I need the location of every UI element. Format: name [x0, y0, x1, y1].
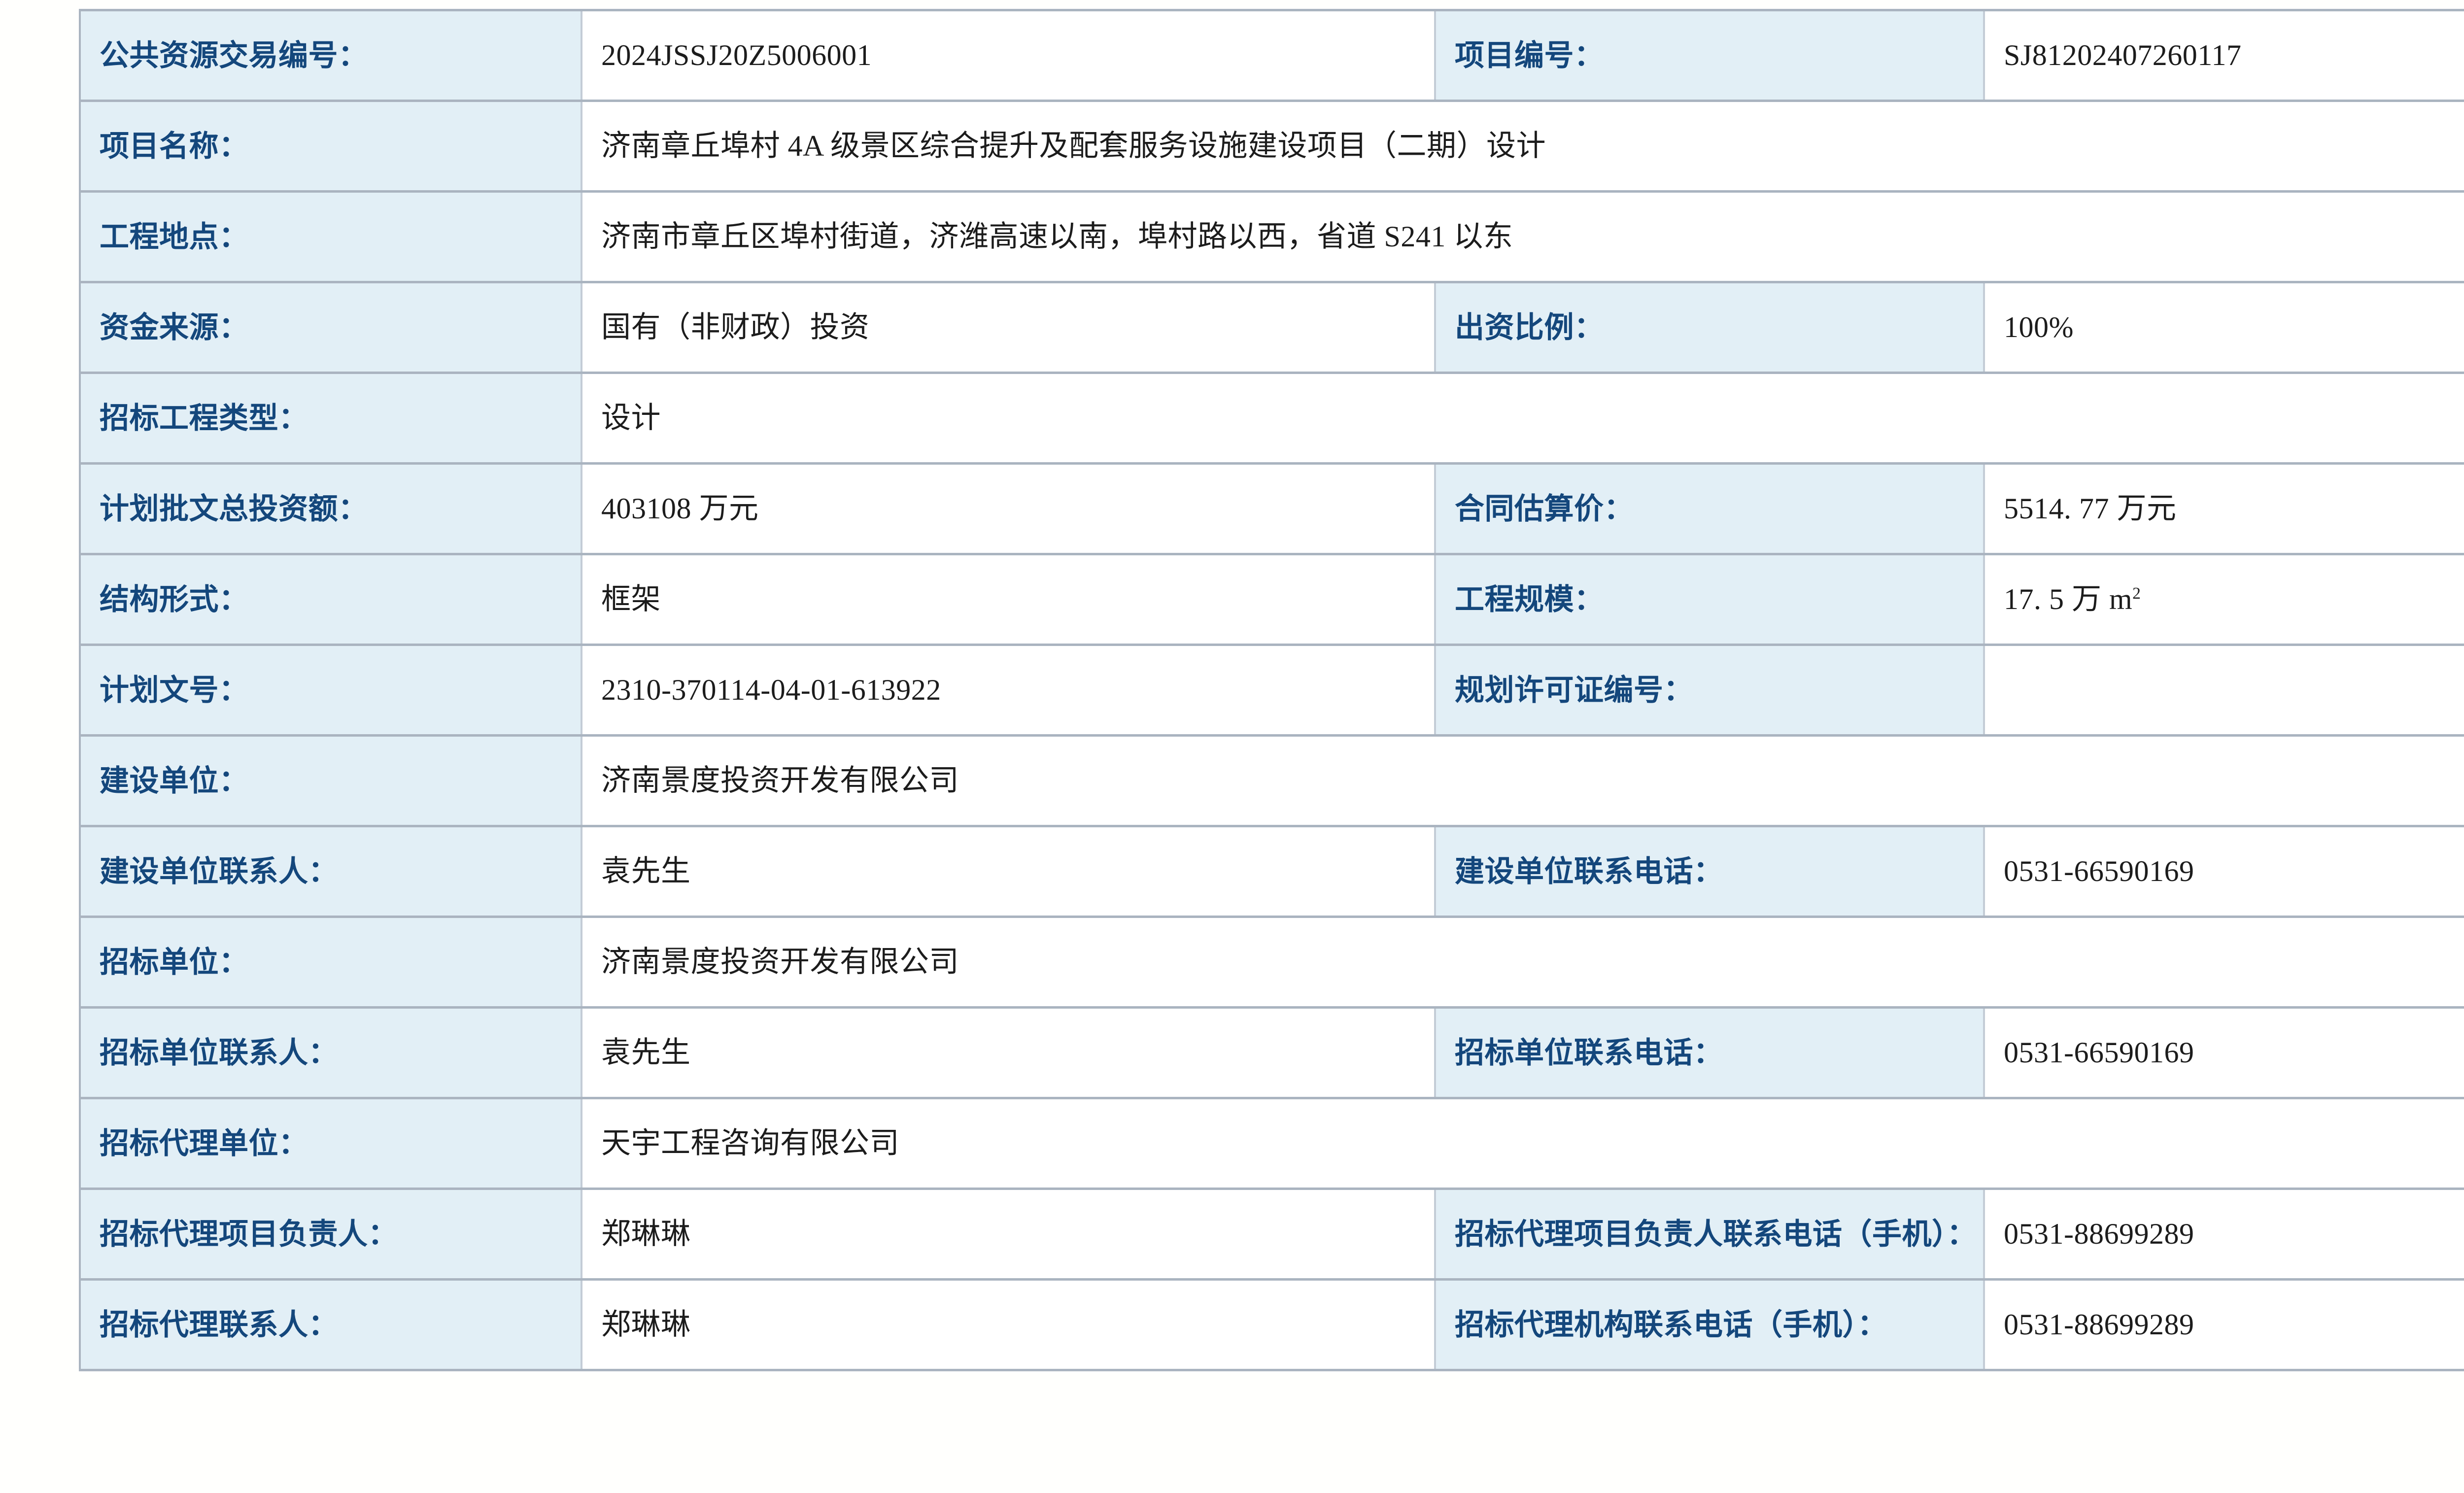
- row-value2-plan-document-number: [1984, 645, 2464, 737]
- table-row: 项目名称： 济南章丘埠村 4A 级景区综合提升及配套服务设施建设项目（二期）设计: [80, 101, 2464, 193]
- row-value-project-location: 济南市章丘区埠村街道，济潍高速以南，埠村路以西，省道 S241 以东: [582, 191, 2464, 283]
- table-row: 招标代理项目负责人： 郑琳琳 招标代理项目负责人联系电话（手机）： 0531-8869…: [80, 1188, 2464, 1281]
- table-row: 招标代理单位： 天宇工程咨询有限公司: [80, 1098, 2464, 1190]
- row-label-tender-unit: 招标单位：: [80, 916, 582, 1009]
- row-value-project-name: 济南章丘埠村 4A 级景区综合提升及配套服务设施建设项目（二期）设计: [582, 101, 2464, 193]
- row-value-trade-number: 2024JSSJ20Z5006001: [582, 10, 1436, 102]
- row-label-plan-document-number: 计划文号：: [80, 645, 582, 737]
- row-label-tender-agency-manager: 招标代理项目负责人：: [80, 1188, 582, 1281]
- row-value-approved-total-investment: 403108 万元: [582, 463, 1436, 555]
- row-label-construction-unit: 建设单位：: [80, 735, 582, 827]
- row-value2-approved-total-investment: 5514. 77 万元: [1984, 463, 2464, 555]
- row-label-trade-number: 公共资源交易编号：: [80, 10, 582, 102]
- row-value-tender-agency: 天宇工程咨询有限公司: [582, 1098, 2464, 1190]
- table-row: 建设单位联系人： 袁先生 建设单位联系电话： 0531-66590169: [80, 826, 2464, 918]
- superscript-exponent: 2: [2132, 584, 2141, 603]
- row-value2-tender-unit-contact: 0531-66590169: [1984, 1007, 2464, 1099]
- row-value-tender-agency-manager: 郑琳琳: [582, 1188, 1436, 1281]
- row-value-tender-agency-contact: 郑琳琳: [582, 1279, 1436, 1371]
- row-label-funding-source: 资金来源：: [80, 282, 582, 374]
- row-label-construction-unit-contact: 建设单位联系人：: [80, 826, 582, 918]
- table-row: 结构形式： 框架 工程规模： 17. 5 万 m2: [80, 554, 2464, 646]
- row-label2-funding-source: 出资比例：: [1435, 282, 1985, 374]
- row-label-structure-form: 结构形式：: [80, 554, 582, 646]
- row-value2-tender-agency-manager: 0531-88699289: [1984, 1188, 2464, 1281]
- row-label2-approved-total-investment: 合同估算价：: [1435, 463, 1985, 555]
- table-body: 公共资源交易编号： 2024JSSJ20Z5006001 项目编号： SJ812024…: [80, 10, 2464, 1371]
- table-row: 计划批文总投资额： 403108 万元 合同估算价： 5514. 77 万元: [80, 463, 2464, 555]
- row-label-approved-total-investment: 计划批文总投资额：: [80, 463, 582, 555]
- row-value-plan-document-number: 2310-370114-04-01-613922: [582, 645, 1436, 737]
- row-value-construction-unit: 济南景度投资开发有限公司: [582, 735, 2464, 827]
- table-row: 招标单位： 济南景度投资开发有限公司: [80, 916, 2464, 1009]
- row-label-project-location: 工程地点：: [80, 191, 582, 283]
- row-value2-funding-source: 100%: [1984, 282, 2464, 374]
- row-label2-tender-agency-manager: 招标代理项目负责人联系电话（手机）：: [1435, 1188, 1985, 1281]
- table-row: 工程地点： 济南市章丘区埠村街道，济潍高速以南，埠村路以西，省道 S241 以东: [80, 191, 2464, 283]
- table-row: 公共资源交易编号： 2024JSSJ20Z5006001 项目编号： SJ812024…: [80, 10, 2464, 102]
- row-value2-tender-agency-contact: 0531-88699289: [1984, 1279, 2464, 1371]
- row-value2-construction-unit-contact: 0531-66590169: [1984, 826, 2464, 918]
- row-label2-trade-number: 项目编号：: [1435, 10, 1985, 102]
- row-value-tender-unit-contact: 袁先生: [582, 1007, 1436, 1099]
- row-value2-trade-number: SJ81202407260117: [1984, 10, 2464, 102]
- table-row: 招标工程类型： 设计: [80, 373, 2464, 465]
- row-value-tender-project-type: 设计: [582, 373, 2464, 465]
- row-value-funding-source: 国有（非财政）投资: [582, 282, 1436, 374]
- row-label-tender-agency-contact: 招标代理联系人：: [80, 1279, 582, 1371]
- row-value-construction-unit-contact: 袁先生: [582, 826, 1436, 918]
- table-row: 建设单位： 济南景度投资开发有限公司: [80, 735, 2464, 827]
- row-label2-tender-unit-contact: 招标单位联系电话：: [1435, 1007, 1985, 1099]
- row-label-project-name: 项目名称：: [80, 101, 582, 193]
- table-row: 招标单位联系人： 袁先生 招标单位联系电话： 0531-66590169: [80, 1007, 2464, 1099]
- row-value-structure-form: 框架: [582, 554, 1436, 646]
- row-label2-construction-unit-contact: 建设单位联系电话：: [1435, 826, 1985, 918]
- row-value2-structure-form: 17. 5 万 m2: [1984, 554, 2464, 646]
- row-label2-structure-form: 工程规模：: [1435, 554, 1985, 646]
- row-label2-tender-agency-contact: 招标代理机构联系电话（手机）：: [1435, 1279, 1985, 1371]
- row-label-tender-project-type: 招标工程类型：: [80, 373, 582, 465]
- row-label-tender-agency: 招标代理单位：: [80, 1098, 582, 1190]
- row-label-tender-unit-contact: 招标单位联系人：: [80, 1007, 582, 1099]
- project-info-table: 公共资源交易编号： 2024JSSJ20Z5006001 项目编号： SJ812024…: [79, 9, 2464, 1371]
- row-label2-plan-document-number: 规划许可证编号：: [1435, 645, 1985, 737]
- scale-value-text: 17. 5 万 m: [2004, 583, 2133, 615]
- row-value-tender-unit: 济南景度投资开发有限公司: [582, 916, 2464, 1009]
- table-row: 计划文号： 2310-370114-04-01-613922 规划许可证编号：: [80, 645, 2464, 737]
- table-row: 招标代理联系人： 郑琳琳 招标代理机构联系电话（手机）： 0531-88699289: [80, 1279, 2464, 1371]
- table-row: 资金来源： 国有（非财政）投资 出资比例： 100%: [80, 282, 2464, 374]
